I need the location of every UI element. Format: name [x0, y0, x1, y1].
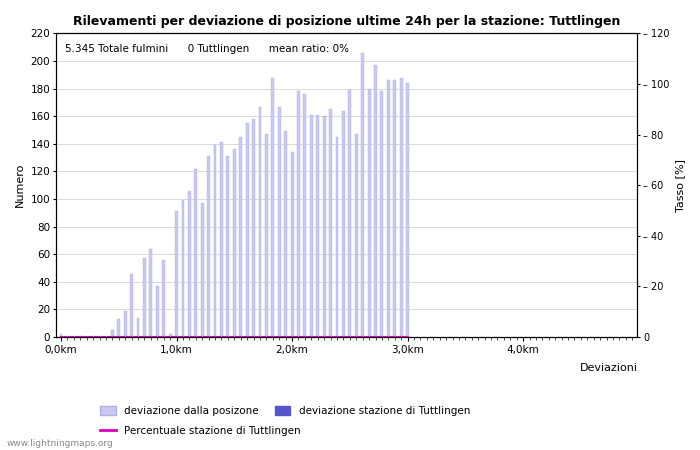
Bar	[181, 200, 184, 337]
Bar	[297, 91, 300, 337]
Bar	[60, 334, 62, 337]
Text: www.lightningmaps.org: www.lightningmaps.org	[7, 439, 113, 448]
Bar	[156, 286, 159, 337]
Y-axis label: Tasso [%]: Tasso [%]	[675, 159, 685, 212]
Bar	[316, 115, 319, 337]
Bar	[169, 334, 172, 337]
Bar	[118, 319, 120, 337]
Bar	[335, 137, 338, 337]
Bar	[349, 90, 351, 337]
Bar	[355, 134, 358, 337]
Bar	[226, 156, 230, 337]
Bar	[252, 119, 255, 337]
Bar	[323, 116, 326, 337]
Bar	[162, 260, 165, 337]
Bar	[220, 142, 223, 337]
Text: 5.345 Totale fulmini      0 Tuttlingen      mean ratio: 0%: 5.345 Totale fulmini 0 Tuttlingen mean r…	[64, 44, 349, 54]
Bar	[278, 107, 281, 337]
Bar	[258, 107, 261, 337]
Bar	[124, 311, 127, 337]
Bar	[195, 169, 197, 337]
Bar	[400, 77, 402, 337]
Bar	[304, 94, 307, 337]
Bar	[272, 77, 274, 337]
Title: Rilevamenti per deviazione di posizione ultime 24h per la stazione: Tuttlingen: Rilevamenti per deviazione di posizione …	[73, 15, 620, 28]
Bar	[92, 336, 94, 337]
Bar	[329, 109, 332, 337]
Y-axis label: Numero: Numero	[15, 163, 25, 207]
Bar	[361, 53, 364, 337]
Bar	[246, 123, 248, 337]
Bar	[130, 274, 133, 337]
Bar	[143, 258, 146, 337]
Bar	[136, 318, 139, 337]
Bar	[284, 131, 287, 337]
Bar	[214, 145, 216, 337]
Legend: deviazione dalla posizone, deviazione stazione di Tuttlingen: deviazione dalla posizone, deviazione st…	[96, 401, 474, 420]
Bar	[188, 191, 191, 337]
Bar	[387, 80, 390, 337]
Bar	[265, 134, 268, 337]
Bar	[290, 152, 293, 337]
Bar	[239, 137, 242, 337]
Bar	[342, 111, 345, 337]
Text: Deviazioni: Deviazioni	[580, 363, 638, 373]
Bar	[149, 249, 153, 337]
Bar	[406, 83, 409, 337]
Bar	[233, 149, 236, 337]
Bar	[368, 89, 370, 337]
Bar	[175, 212, 178, 337]
Bar	[310, 115, 313, 337]
Bar	[79, 336, 82, 337]
Bar	[393, 80, 396, 337]
Legend: Percentuale stazione di Tuttlingen: Percentuale stazione di Tuttlingen	[96, 422, 305, 440]
Bar	[111, 330, 114, 337]
Bar	[381, 91, 384, 337]
Bar	[207, 156, 210, 337]
Bar	[201, 203, 204, 337]
Bar	[374, 65, 377, 337]
